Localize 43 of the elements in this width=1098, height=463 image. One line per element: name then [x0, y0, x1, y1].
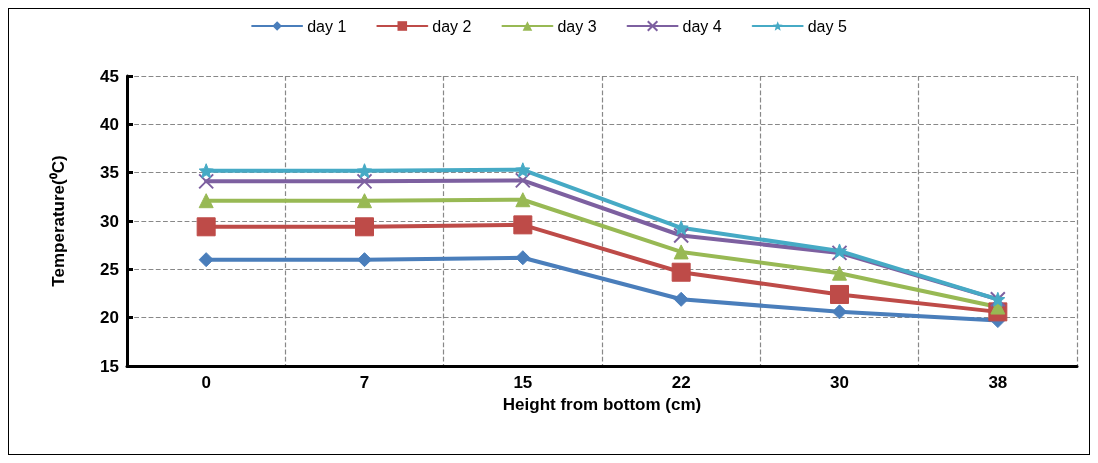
x-tick-label: 22	[671, 373, 691, 392]
point	[673, 291, 689, 307]
point	[198, 173, 215, 190]
legend-label: day 3	[557, 17, 597, 35]
point	[515, 162, 531, 178]
point	[196, 217, 216, 237]
point	[355, 217, 374, 237]
x-tick-label: 0	[201, 373, 211, 392]
x-tick-label: 7	[359, 373, 370, 392]
x-tick-label: 30	[830, 373, 849, 392]
y-tick-label: 30	[100, 211, 119, 231]
point	[513, 215, 533, 235]
point	[832, 304, 847, 320]
y-tick-label: 15	[100, 356, 119, 376]
point	[357, 163, 372, 179]
point	[673, 244, 689, 260]
point	[673, 220, 689, 236]
y-axis-title: Temperature(⁰C)	[49, 155, 68, 287]
point	[357, 252, 372, 268]
point	[673, 227, 690, 244]
point	[830, 284, 849, 304]
x-tick-label: 38	[988, 373, 1008, 392]
point	[357, 193, 372, 209]
point	[356, 173, 373, 190]
y-tick-label: 40	[100, 114, 119, 134]
y-tick-label: 25	[100, 259, 119, 279]
point	[198, 252, 214, 268]
y-tick-label: 35	[100, 163, 119, 183]
point	[198, 163, 214, 179]
y-tick-label: 45	[100, 66, 119, 86]
legend-label: day 1	[307, 17, 347, 35]
y-tick-label: 20	[100, 308, 119, 328]
point	[832, 265, 847, 281]
point	[198, 193, 214, 209]
legend-label: day 5	[807, 17, 847, 35]
point	[514, 172, 531, 189]
x-tick-label: 15	[513, 373, 533, 392]
x-axis-title: Height from bottom (cm)	[502, 395, 702, 414]
point	[671, 262, 691, 282]
legend-label: day 2	[432, 17, 472, 35]
legend-label: day 4	[682, 17, 722, 35]
point	[515, 192, 531, 208]
point	[515, 250, 531, 266]
